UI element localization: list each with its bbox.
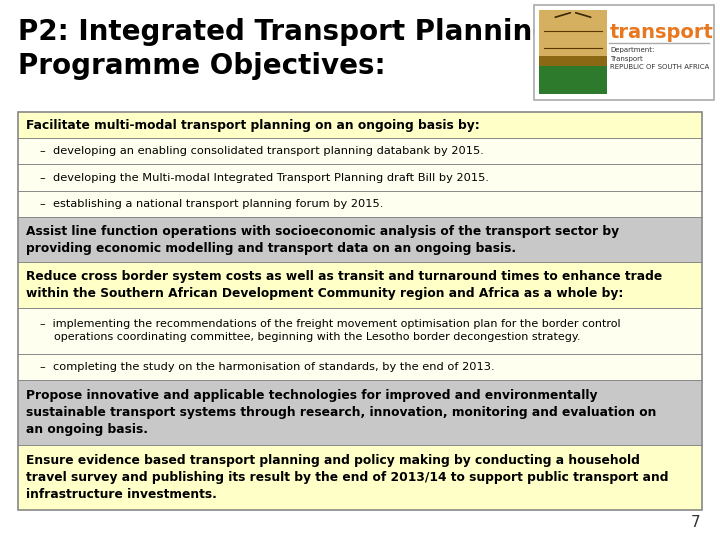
Bar [539, 65, 607, 94]
Text: transport: transport [610, 23, 714, 42]
Text: –  completing the study on the harmonisation of standards, by the end of 2013.: – completing the study on the harmonisat… [40, 362, 495, 372]
Text: –  establishing a national transport planning forum by 2015.: – establishing a national transport plan… [40, 199, 383, 209]
Bar [539, 10, 607, 94]
Bar [18, 164, 702, 191]
Bar [18, 445, 702, 510]
Bar [18, 308, 702, 354]
Bar [18, 112, 702, 138]
Bar [18, 380, 702, 445]
Text: Facilitate multi-modal transport planning on an ongoing basis by:: Facilitate multi-modal transport plannin… [26, 119, 480, 132]
Bar [18, 138, 702, 164]
Bar [18, 354, 702, 380]
Bar [539, 56, 607, 66]
Text: P2: Integrated Transport Planning
Programme Objectives:: P2: Integrated Transport Planning Progra… [18, 18, 552, 79]
Text: –  developing the Multi-modal Integrated Transport Planning draft Bill by 2015.: – developing the Multi-modal Integrated … [40, 172, 489, 183]
Bar [18, 191, 702, 217]
Bar [18, 217, 702, 262]
Text: –  implementing the recommendations of the freight movement optimisation plan fo: – implementing the recommendations of th… [40, 319, 621, 342]
Bar [18, 262, 702, 308]
Bar [18, 112, 702, 510]
Text: 7: 7 [690, 515, 700, 530]
Text: Department:
Transport
REPUBLIC OF SOUTH AFRICA: Department: Transport REPUBLIC OF SOUTH … [610, 47, 709, 70]
Text: Ensure evidence based transport planning and policy making by conducting a house: Ensure evidence based transport planning… [26, 454, 668, 501]
Text: Reduce cross border system costs as well as transit and turnaround times to enha: Reduce cross border system costs as well… [26, 271, 662, 300]
Text: Propose innovative and applicable technologies for improved and environmentally
: Propose innovative and applicable techno… [26, 389, 657, 436]
Text: –  developing an enabling consolidated transport planning databank by 2015.: – developing an enabling consolidated tr… [40, 146, 484, 156]
Bar [534, 5, 714, 100]
Text: Assist line function operations with socioeconomic analysis of the transport sec: Assist line function operations with soc… [26, 225, 619, 255]
